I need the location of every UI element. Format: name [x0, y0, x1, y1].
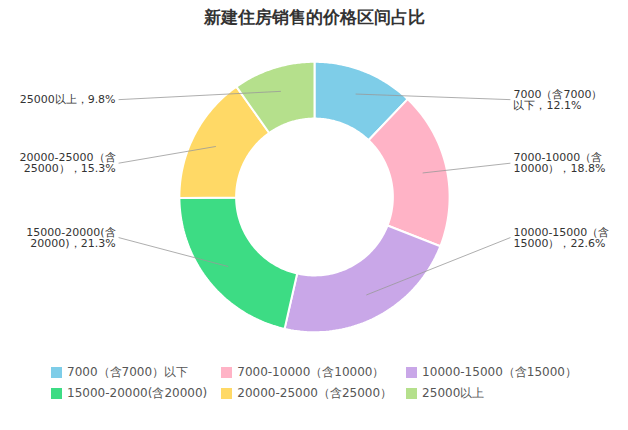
html-text:7000（含7000）以下: 7000（含7000）以下: [67, 365, 189, 379]
html-text:15000-20000(含20000): 15000-20000(含20000): [67, 386, 208, 400]
svg-text:25000以上，9.8%: 25000以上，9.8%: [20, 93, 116, 106]
svg-text:20000-25000（含25000），15.3%: 20000-25000（含25000），15.3%: [20, 151, 116, 175]
svg-text:7000-10000（含10000），18.8%: 7000-10000（含10000），18.8%: [513, 151, 605, 175]
html-text:7000-10000（含10000）: 7000-10000（含10000）: [237, 365, 385, 379]
svg-text:15000-20000(含20000)，21.3%: 15000-20000(含20000)，21.3%: [26, 226, 115, 250]
html-text:新建住房销售的价格区间占比: 新建住房销售的价格区间占比: [203, 7, 425, 27]
html-text:20000-25000（含25000）: 20000-25000（含25000）: [237, 386, 393, 400]
svg-text:10000-15000（含15000），22.6%: 10000-15000（含15000），22.6%: [513, 226, 609, 250]
svg-text:7000（含7000）以下，12.1%: 7000（含7000）以下，12.1%: [513, 88, 602, 112]
html-text:10000-15000（含15000）: 10000-15000（含15000）: [422, 365, 577, 379]
html-text:25000以上: 25000以上: [422, 386, 485, 400]
